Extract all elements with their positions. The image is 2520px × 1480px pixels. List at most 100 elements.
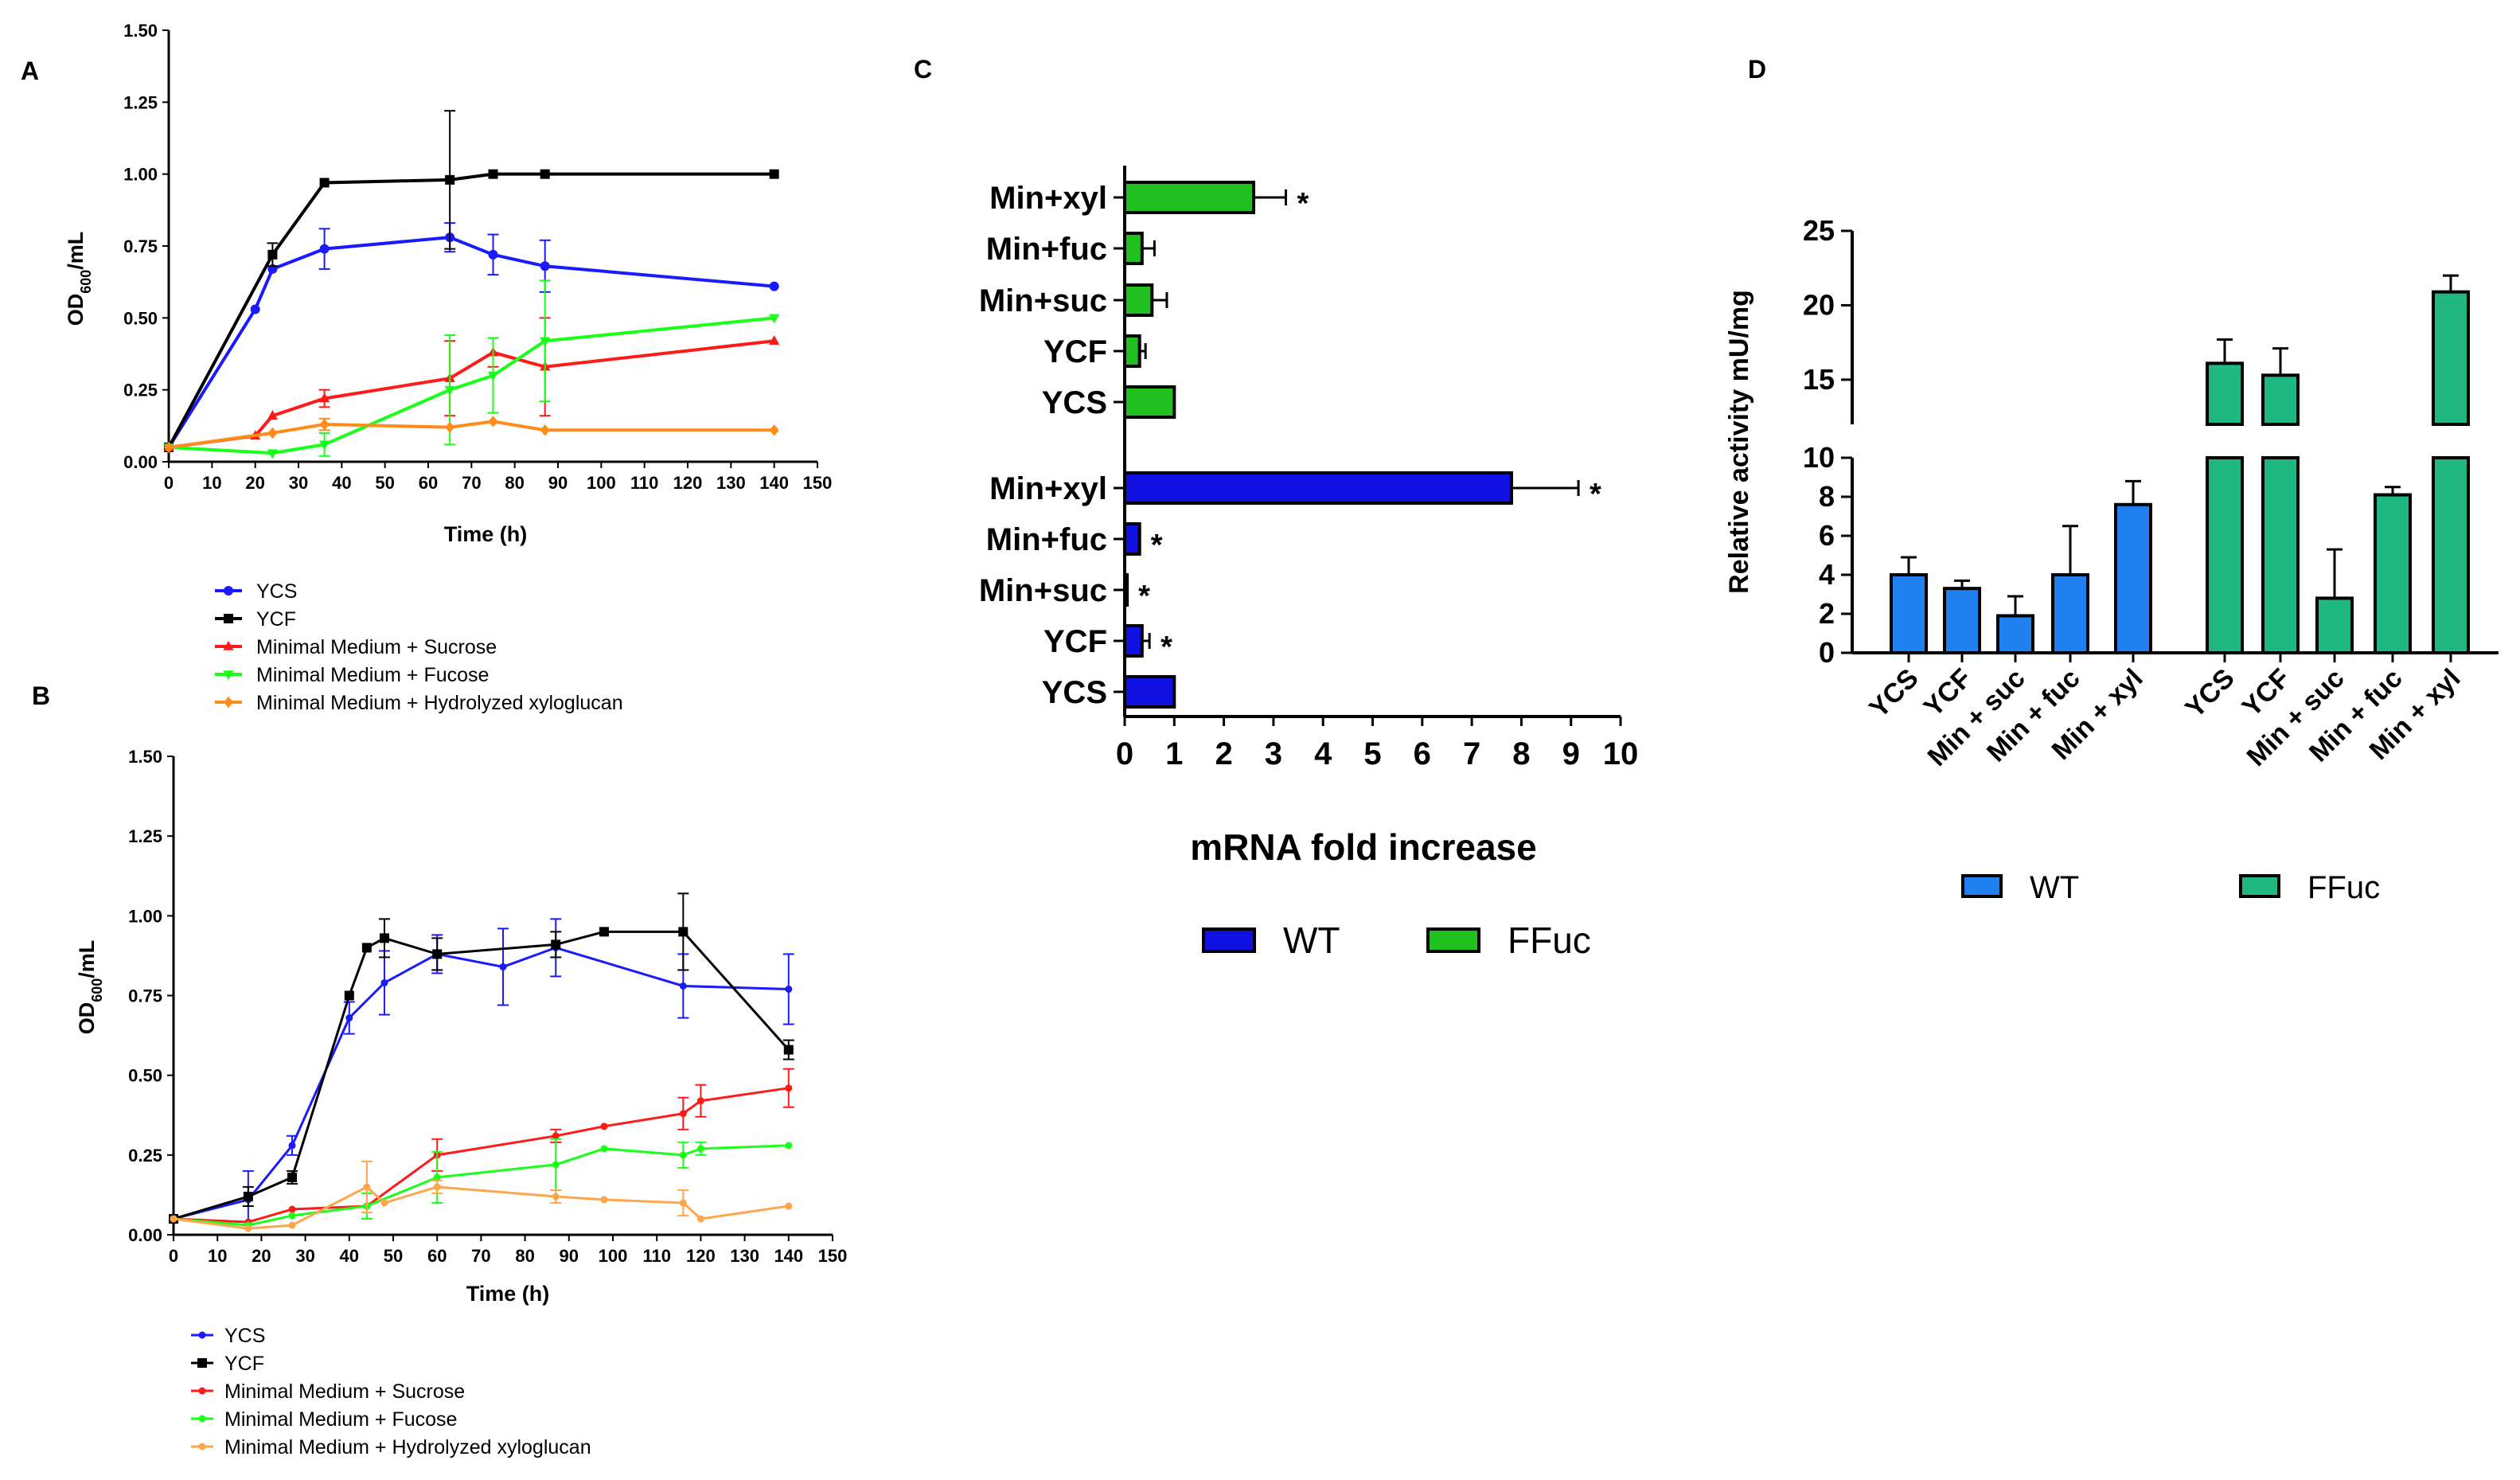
panel-c-category-ycs: YCS [1042,675,1107,710]
panel-c-significance-mark: * [1161,631,1172,664]
panel-a-x-tick-label: 120 [673,473,703,493]
panel-c-category-min-suc: Min+suc [979,573,1107,608]
panel-a-y-tick-label: 1.00 [123,165,158,185]
panel-b-ycs-point [785,985,793,993]
panel-d-y-tick-label: 6 [1819,519,1835,552]
panel-b-legend: YCS YCF Minimal Medium + Sucrose Minimal Me… [191,1325,591,1459]
svg-text:OD600/mL: OD600/mL [75,940,105,1035]
panel-b-ycs-point [345,1014,353,1022]
panel-b-ycf-point [344,990,354,1001]
panel-c-significance-mark: * [1590,478,1601,511]
panel-a-xyl-point [769,424,779,436]
panel-b-xyl_b-point [696,1215,704,1223]
panel-a-x-tick-label: 60 [419,473,438,493]
panel-a-y-title-main: OD [64,294,88,326]
panel-b-suc-point [679,1110,687,1118]
panel-a-suc-point [267,409,278,420]
panel-c-bar-ffuc-min-fuc [1123,232,1144,265]
panel-d-bar-ffuc-ycf-upper [2261,373,2300,427]
panel-a-ycf-point [319,178,330,188]
panel-a-x-tick-label: 110 [630,473,659,493]
panel-c-bar-wt-ycs [1123,675,1176,709]
panel-a-ycs-point [488,249,498,260]
panel-a-xyl-point [267,427,278,439]
panel-b-ycf-point [678,927,689,937]
panel-c-legend-ffuc-swatch [1426,927,1480,953]
panel-d-legend-ffuc-label: FFuc [2307,870,2380,905]
panel-b-xyl_b-point [244,1224,252,1232]
panel-d-bar-wt-min-suc [1996,614,2034,655]
panel-c-category-ycs: YCS [1042,385,1107,420]
panel-a-series-fuc [163,279,780,459]
panel-b-y-tick-label: 1.50 [128,747,162,767]
panel-b-ycf-point [243,1191,253,1201]
panel-d-bar-ffuc-ycf-lower [2261,456,2300,654]
panel-b-x-tick-label: 60 [427,1246,447,1266]
panel-b-suc-point [600,1123,608,1131]
panel-b-legend-suc-label: Minimal Medium + Sucrose [224,1380,465,1403]
panel-a-legend-suc-label: Minimal Medium + Sucrose [256,636,497,658]
panel-a-xyl-point [540,424,550,436]
panel-b-legend-ycf-label: YCF [224,1353,264,1375]
panel-a-legend-suc-marker [223,640,234,650]
panel-a-xyl-point [164,441,174,454]
panel-b-x-tick-label: 150 [818,1246,848,1266]
panel-a-legend-xyl-label: Minimal Medium + Hydrolyzed xyloglucan [256,692,623,714]
panel-c-x-tick-label: 4 [1314,736,1332,771]
panel-a-x-tick-label: 140 [759,473,789,493]
panel-c-x-tick-label: 9 [1562,736,1580,771]
panel-b-fuc-point [600,1145,608,1153]
panel-b-x-tick-label: 120 [686,1246,716,1266]
panel-a-xyl-point [319,418,330,431]
panel-c-category-min-fuc: Min+fuc [986,522,1107,557]
panel-c-significance-mark: * [1297,187,1309,221]
panel-d-letter: D [1748,55,1766,84]
panel-a-ycs-line [167,236,774,448]
panel-b-legend-fuc-marker [198,1415,206,1423]
panel-d-y-tick-label: 25 [1803,214,1835,247]
panel-a-fuc-point [319,440,330,451]
panel-c-letter: C [914,55,932,84]
panel-b-x-title: Time (h) [466,1282,550,1306]
panel-a-series-xyl [164,416,779,454]
panel-b-xyl_b-point [288,1221,296,1229]
panel-a-x-tick-label: 100 [587,473,616,493]
panel-b-xyl_b-point [380,1199,388,1207]
panel-b-x-tick-label: 110 [642,1246,671,1266]
panel-a-x-tick-label: 10 [202,473,221,493]
panel-a-x-tick-label: 150 [803,473,833,493]
panel-d-bar-chart: Relative activity mU/mg 0 2 4 6 8 10 15 20 25 YCS… [1724,214,2499,772]
panel-a-x-tick-label: 130 [716,473,746,493]
panel-d-category-ycs: YCS [1863,663,1924,724]
panel-b-y-tick-label: 0.25 [128,1146,162,1166]
panel-c-x-title: mRNA fold increase [1190,826,1536,868]
panel-b-line-chart: OD600/mL Time (h) 0 10 20 30 40 50 60 70 80 90 100… [75,747,847,1306]
panel-b-y-title-sub: 600 [89,978,105,1002]
panel-c-bar-wt-ycf [1123,624,1144,658]
panel-a-x-tick-label: 90 [548,473,568,493]
panel-b-x-tick-label: 0 [169,1246,178,1266]
panel-d-bar-ffuc-ycs-upper [2206,361,2244,426]
panel-b-x-tick-label: 80 [515,1246,534,1266]
panel-c-x-tick-label: 6 [1414,736,1431,771]
panel-b-ycf-point [551,939,561,950]
panel-a-x-tick-label: 20 [245,473,264,493]
panel-b-x-tick-label: 70 [471,1246,490,1266]
panel-a-xyl-point [488,416,498,428]
panel-b-legend-ycf-marker [197,1358,207,1368]
panel-b-xyl_b-point [552,1193,560,1201]
panel-b-fuc-point [433,1173,441,1181]
panel-a-suc-point [769,335,780,346]
panel-b-y-tick-label: 0.75 [128,986,162,1006]
panel-a-series-ycf [164,110,779,452]
panel-a-series-ycs [164,222,779,452]
panel-b-ycf-line [173,930,790,1220]
panel-b-series-ycf [169,892,794,1224]
svg-text:OD600/mL: OD600/mL [64,232,94,326]
panel-d-y-tick-label: 8 [1819,480,1835,513]
panel-d-legend-wt-label: WT [2030,870,2079,905]
panel-a-ycs-point [250,304,260,314]
panel-d-bar-ffuc-min-suc [2315,596,2354,655]
panel-c-x-tick-label: 2 [1215,736,1232,771]
